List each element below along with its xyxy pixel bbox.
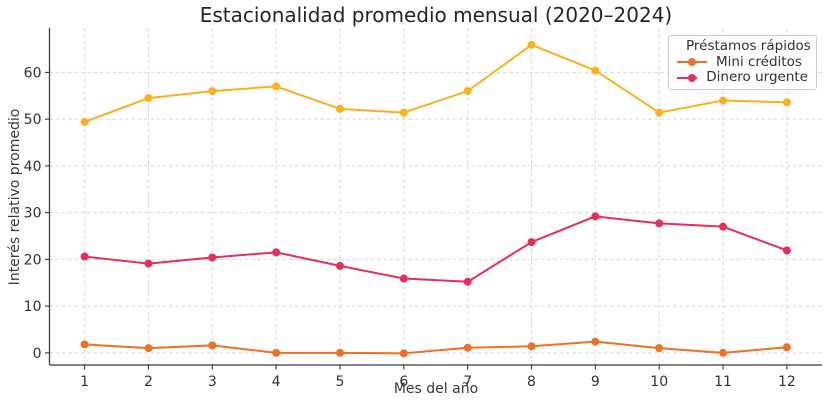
data-point-marker [208,341,217,350]
x-tick-label: 11 [714,374,732,390]
data-point-marker [591,212,600,221]
data-point-marker [655,219,664,228]
x-tick-label: 8 [527,374,536,390]
series-line [83,43,788,123]
data-point-marker [399,349,408,358]
data-point-marker [591,66,600,75]
data-point-marker [782,343,791,352]
y-tick-label: 30 [24,206,42,222]
x-tick-label: 10 [650,374,668,390]
legend-label: Préstamos rápidos [686,38,811,55]
data-point-marker [272,348,281,357]
series-1 [80,337,791,358]
data-point-marker [782,98,791,107]
x-tick-label: 1 [80,374,89,390]
data-point-marker [655,344,664,353]
chart-title: Estacionalidad promedio mensual (2020–20… [199,3,673,27]
series-0 [80,40,791,126]
x-tick-label: 3 [208,374,217,390]
data-point-marker [208,87,217,96]
x-tick-label: 9 [591,374,600,390]
data-point-marker [399,108,408,117]
data-point-marker [208,253,217,262]
y-tick-label: 10 [24,299,42,315]
data-point-marker [527,238,536,247]
y-tick-label: 20 [24,252,42,268]
data-point-marker [80,252,89,261]
data-point-marker [655,108,664,117]
data-point-marker [272,82,281,91]
data-point-marker [335,261,344,270]
data-point-marker [719,348,728,357]
data-point-marker [80,117,89,126]
x-tick-label: 12 [778,374,796,390]
y-tick-label: 50 [24,112,42,128]
data-point-marker [272,248,281,257]
data-point-marker [463,343,472,352]
data-point-marker [144,259,153,268]
legend-label: Dinero urgente [706,69,808,86]
data-point-marker [335,348,344,357]
y-tick-label: 0 [33,346,42,362]
legend-item-1: Mini créditos [677,53,808,70]
data-point-marker [782,246,791,255]
data-point-marker [144,94,153,103]
x-axis-label: Mes del año [393,381,479,397]
y-tick-label: 60 [24,65,42,81]
data-point-marker [719,222,728,231]
y-tick-label: 40 [24,159,42,175]
legend-label: Mini créditos [716,53,802,70]
legend-item-2: Dinero urgente [677,71,808,85]
data-point-marker [463,87,472,96]
data-point-marker [591,337,600,346]
data-point-marker [399,274,408,283]
data-point-marker [335,104,344,113]
x-tick-label: 5 [336,374,345,390]
data-point-marker [527,40,536,49]
series-2 [80,212,791,286]
x-tick-label: 7 [463,374,472,390]
x-tick-label: 2 [144,374,153,390]
legend-marker-icon [677,74,698,83]
data-point-marker [527,342,536,351]
series-line [83,215,788,283]
legend-marker-icon [677,58,707,67]
data-point-marker [719,96,728,105]
data-point-marker [144,344,153,353]
series-line [83,340,788,355]
x-tick-label: 6 [399,374,408,390]
data-point-marker [80,340,89,349]
legend: Préstamos rápidos Mini créditos Dinero urg… [668,35,817,90]
x-tick-label: 4 [272,374,281,390]
data-point-marker [463,277,472,286]
legend-item-0: Préstamos rápidos [677,38,811,55]
